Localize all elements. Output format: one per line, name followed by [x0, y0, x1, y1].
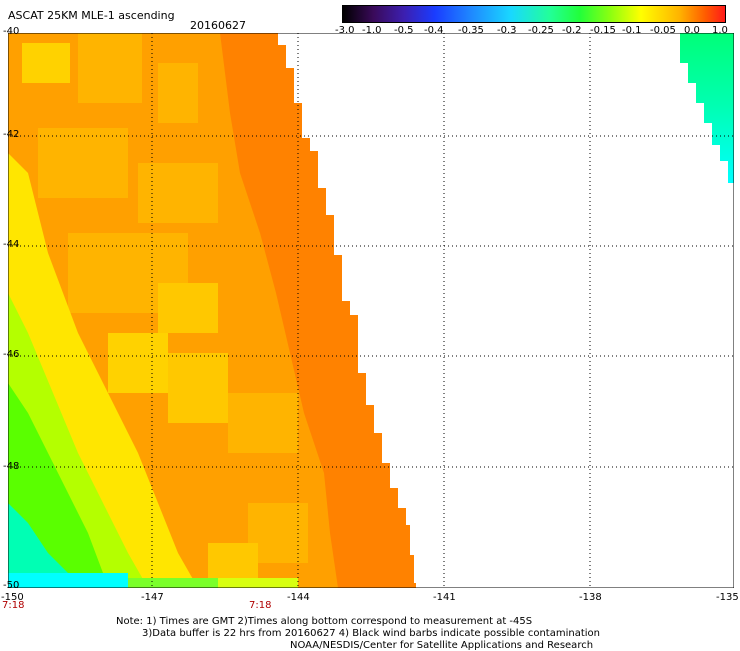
- lon-label: -135: [716, 592, 739, 603]
- colorbar-label: -0.1: [622, 25, 642, 36]
- lat-label: -42: [3, 129, 20, 140]
- graticule: [8, 33, 734, 588]
- lat-label: -46: [3, 349, 20, 360]
- lon-label: -138: [579, 592, 602, 603]
- plot-title: ASCAT 25KM MLE-1 ascending: [8, 9, 175, 22]
- colorbar-label: 1.0: [712, 25, 728, 36]
- swath-edge-band: [220, 33, 416, 588]
- colorbar-label: -1.0: [362, 25, 382, 36]
- time-label: 7:18: [249, 600, 272, 611]
- wind-map: [8, 33, 734, 588]
- lon-label: -144: [287, 592, 310, 603]
- swath-bottom-strip: [128, 578, 218, 588]
- colorbar-label: -3.0: [335, 25, 355, 36]
- swath-mottling: [22, 33, 308, 583]
- lon-label: -147: [141, 592, 164, 603]
- credit-line: NOAA/NESDIS/Center for Satellite Applica…: [290, 640, 594, 651]
- colorbar-label: -0.4: [424, 25, 444, 36]
- lat-label: -50: [3, 580, 20, 591]
- colorbar-label: -0.5: [394, 25, 414, 36]
- time-label: 7:18: [2, 600, 25, 611]
- colorbar-label: -0.05: [650, 25, 676, 36]
- colorbar-label: -0.3: [497, 25, 517, 36]
- swath-wedge-right: [680, 33, 734, 183]
- swath-bottom-strip: [218, 578, 298, 588]
- lat-label: -40: [3, 26, 20, 37]
- swath-bottom-strip: [8, 573, 128, 588]
- lon-label: -150: [1, 592, 24, 603]
- plot-date: 20160627: [190, 19, 246, 32]
- colorbar: [342, 5, 726, 23]
- colorbar-label: -0.2: [562, 25, 582, 36]
- lat-label: -44: [3, 239, 20, 250]
- swath-cyan-zone: [8, 503, 78, 588]
- lon-label: -141: [433, 592, 456, 603]
- colorbar-label: -0.25: [528, 25, 554, 36]
- note-line: Note: 1) Times are GMT 2)Times along bot…: [116, 616, 533, 627]
- colorbar-label: -0.15: [590, 25, 616, 36]
- lat-label: -48: [3, 461, 20, 472]
- colorbar-label: -0.35: [458, 25, 484, 36]
- colorbar-label: 0.0: [684, 25, 700, 36]
- note-line: 3)Data buffer is 22 hrs from 20160627 4)…: [142, 628, 600, 639]
